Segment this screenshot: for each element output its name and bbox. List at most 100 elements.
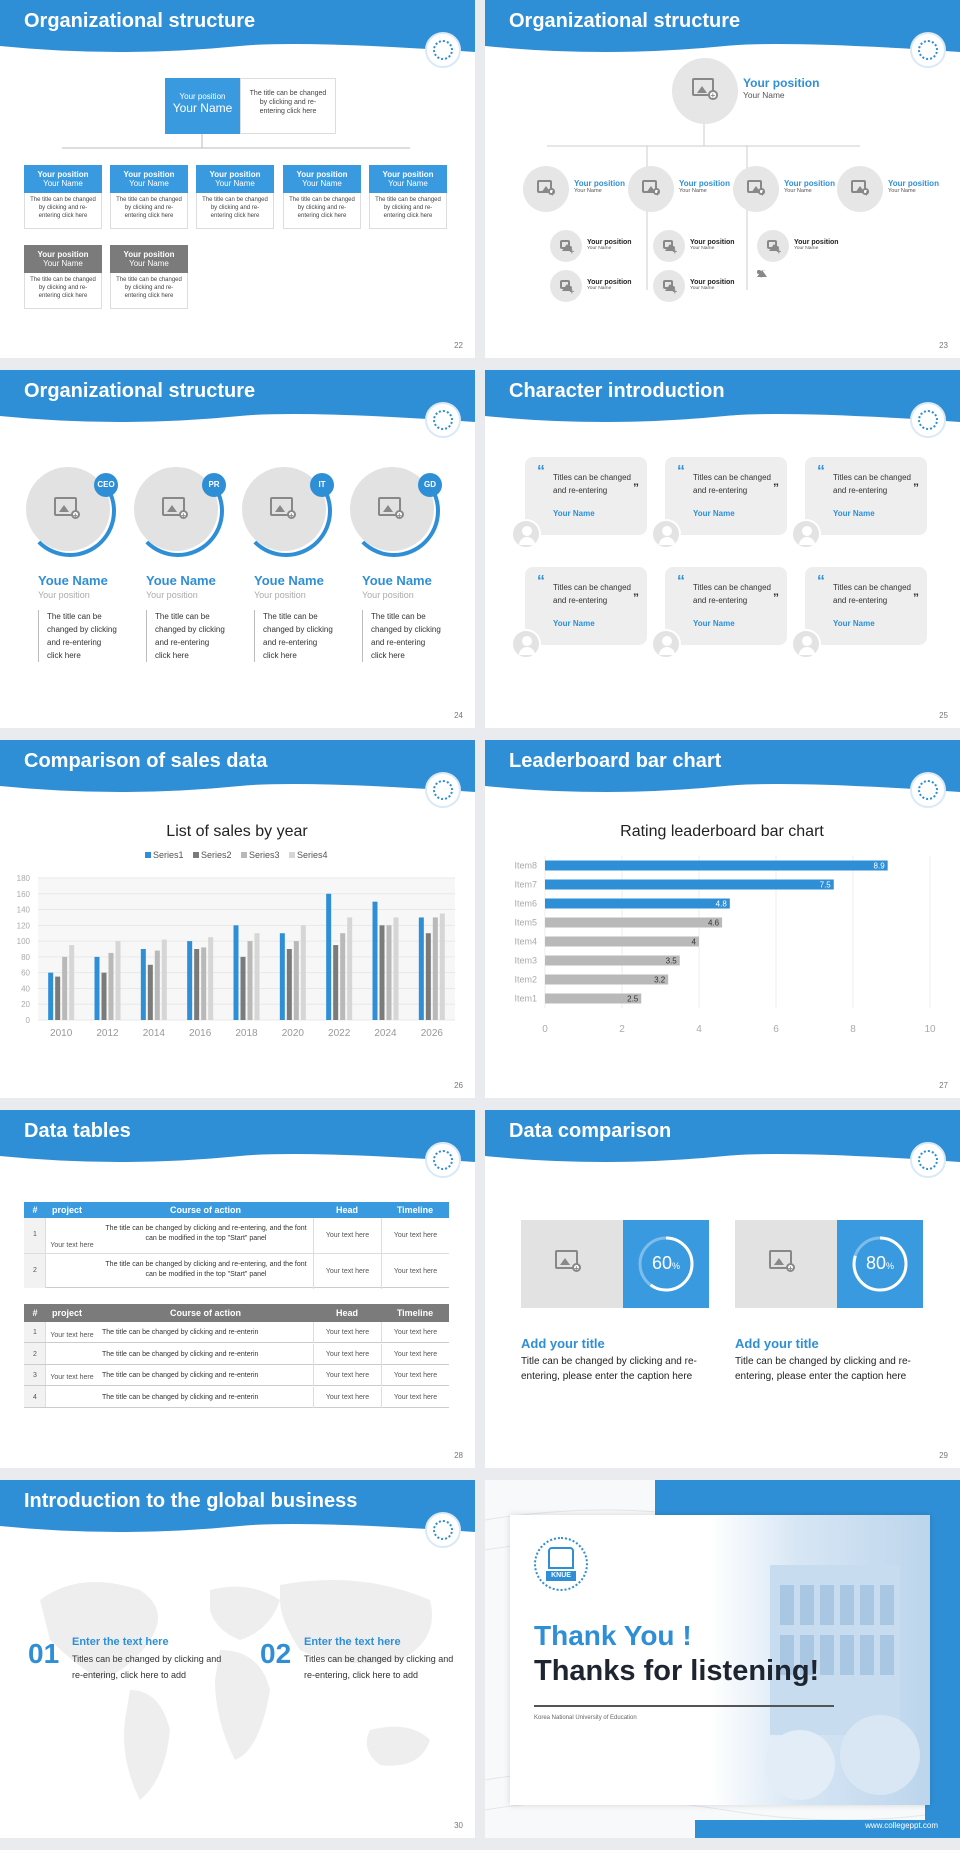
legend-swatch <box>289 852 295 858</box>
slide-25[interactable]: Character introduction “ Titles can be ch… <box>485 370 960 728</box>
item-title: Add your title <box>735 1336 819 1351</box>
node-position: Your position <box>888 178 939 188</box>
org-member-card[interactable]: Your position Your Name The title can be c… <box>24 245 102 309</box>
legend-label: Series4 <box>297 850 328 860</box>
quote-text: Titles can be changed and re-entering <box>553 583 631 605</box>
member-position: Your position <box>296 170 348 179</box>
avatar-icon <box>511 519 541 549</box>
slide-27[interactable]: Leaderboard bar chart Rating leaderboard… <box>485 740 960 1098</box>
org-top-node[interactable]: Your position Your Name <box>165 78 240 134</box>
comparison-item[interactable]: +80% Add your title Title can be changed b… <box>735 1220 925 1420</box>
header-wave <box>0 1110 475 1162</box>
table-row[interactable]: 3 The title can be changed by clicking an… <box>24 1365 449 1386</box>
avatar-circle: + <box>550 230 582 262</box>
slide-header: Data comparison <box>485 1110 960 1178</box>
slide-26[interactable]: Comparison of sales data List of sales b… <box>0 740 475 1098</box>
person-photo-ring <box>24 465 116 557</box>
member-name: Your Name <box>43 259 83 268</box>
legend-label: Series2 <box>201 850 232 860</box>
node-position: Your position <box>179 92 226 101</box>
row-action: The title can be changed by clicking and… <box>105 1225 307 1242</box>
person-card[interactable]: + CEO Youe Name Your position The title can … <box>24 465 124 705</box>
member-desc: The title can be changed by clicking and… <box>110 193 188 229</box>
slide-23[interactable]: Organizational structure + Your position Y… <box>485 0 960 358</box>
col-header-num: # <box>32 1205 38 1215</box>
y-tick-label: 80 <box>21 953 30 962</box>
table-body: Your text here 1 The title can be changed… <box>24 1218 449 1289</box>
bar <box>279 933 285 1020</box>
slide-29[interactable]: Data comparison +60% Add your title Title … <box>485 1110 960 1468</box>
x-tick-label: 4 <box>696 1024 702 1035</box>
bar <box>94 956 100 1020</box>
table-row[interactable]: 2 The title can be changed by clicking an… <box>24 1253 449 1289</box>
image-placeholder-icon: + <box>270 497 300 521</box>
y-tick-label: 140 <box>17 906 31 915</box>
card-bg <box>525 567 647 645</box>
bar <box>340 933 346 1020</box>
row-action: The title can be changed by clicking and… <box>102 1329 259 1336</box>
testimonial-card[interactable]: “ Titles can be changed and re-entering” Y… <box>511 567 647 659</box>
header-wave <box>0 370 475 422</box>
table-row[interactable]: 4 The title can be changed by clicking an… <box>24 1386 449 1408</box>
open-quote-icon: “ <box>677 463 685 480</box>
school-logo-icon: KNUE <box>534 1537 588 1591</box>
org-member-card[interactable]: Your position Your Name The title can be c… <box>369 165 447 229</box>
table-row[interactable]: 1 The title can be changed by clicking an… <box>24 1218 449 1253</box>
org-member-card[interactable]: Your position Your Name The title can be c… <box>110 245 188 309</box>
person-position: Your position <box>146 590 198 600</box>
data-label: 4.8 <box>716 900 728 909</box>
slide-31[interactable]: KNUE Thank You ! Thanks for listening! K… <box>485 1480 960 1838</box>
person-desc: The title can be changed by clicking and… <box>362 610 442 662</box>
person-card[interactable]: + IT Youe Name Your position The title can b… <box>240 465 340 705</box>
slide-title: Introduction to the global business <box>24 1490 358 1512</box>
bar <box>333 945 339 1020</box>
testimonial-card[interactable]: “ Titles can be changed and re-entering” Y… <box>651 567 787 659</box>
member-name: Your Name <box>129 179 169 188</box>
person-card[interactable]: + GD Youe Name Your position The title can b… <box>348 465 448 705</box>
bar <box>254 933 260 1020</box>
row-action: The title can be changed by clicking and… <box>102 1372 259 1379</box>
y-tick-label: Item5 <box>514 918 537 928</box>
business-item[interactable]: 02 Enter the text here Titles can be chang… <box>260 1636 460 1696</box>
org-member-card[interactable]: Your position Your Name The title can be c… <box>283 165 361 229</box>
slide-28[interactable]: Data tables # project Course of action H… <box>0 1110 475 1468</box>
table-row[interactable]: 2 The title can be changed by clicking an… <box>24 1343 449 1365</box>
role-tag-badge: CEO <box>94 473 118 497</box>
bar <box>115 941 121 1020</box>
legend-label: Series3 <box>249 850 280 860</box>
member-title-box: Your position Your Name <box>196 165 274 193</box>
card-name: Your Name <box>833 509 875 518</box>
image-placeholder: + <box>521 1220 623 1308</box>
table-row[interactable]: 1 The title can be changed by clicking an… <box>24 1322 449 1343</box>
card-bg <box>525 457 647 535</box>
open-quote-icon: “ <box>677 573 685 590</box>
card-bg <box>805 567 927 645</box>
business-item[interactable]: 01 Enter the text here Titles can be chang… <box>28 1636 228 1696</box>
y-tick-label: 60 <box>21 969 30 978</box>
school-emblem-icon <box>910 32 946 68</box>
testimonial-card[interactable]: “ Titles can be changed and re-entering” Y… <box>791 567 927 659</box>
member-position: Your position <box>123 250 175 259</box>
website-url[interactable]: www.collegeppt.com <box>865 1821 938 1830</box>
bar <box>154 950 160 1020</box>
image-placeholder-icon: + <box>691 77 722 102</box>
data-label: 3.2 <box>654 976 666 985</box>
slide-24[interactable]: Organizational structure + CEO Youe Name Yo… <box>0 370 475 728</box>
testimonial-card[interactable]: “ Titles can be changed and re-entering” Y… <box>511 457 647 549</box>
org-member-card[interactable]: Your position Your Name The title can be c… <box>196 165 274 229</box>
org-member-card[interactable]: Your position Your Name The title can be c… <box>24 165 102 229</box>
testimonial-card[interactable]: “ Titles can be changed and re-entering” Y… <box>791 457 927 549</box>
testimonial-card[interactable]: “ Titles can be changed and re-entering” Y… <box>651 457 787 549</box>
ring-fill <box>852 1236 908 1292</box>
slide-22[interactable]: Organizational structure Your position Y… <box>0 0 475 358</box>
slide-title: Organizational structure <box>24 10 256 32</box>
org-member-card[interactable]: Your position Your Name The title can be c… <box>110 165 188 229</box>
slide-30[interactable]: Introduction to the global business 01 En… <box>0 1480 475 1838</box>
person-card[interactable]: + PR Youe Name Your position The title can b… <box>132 465 232 705</box>
legend-label: Series1 <box>153 850 184 860</box>
col-header-head: Head <box>335 1308 358 1318</box>
bar <box>233 925 239 1020</box>
percent-value: 80 <box>865 1253 886 1273</box>
data-table-1: # project Course of action Head Timeline… <box>24 1202 449 1289</box>
comparison-item[interactable]: +60% Add your title Title can be changed b… <box>521 1220 711 1420</box>
